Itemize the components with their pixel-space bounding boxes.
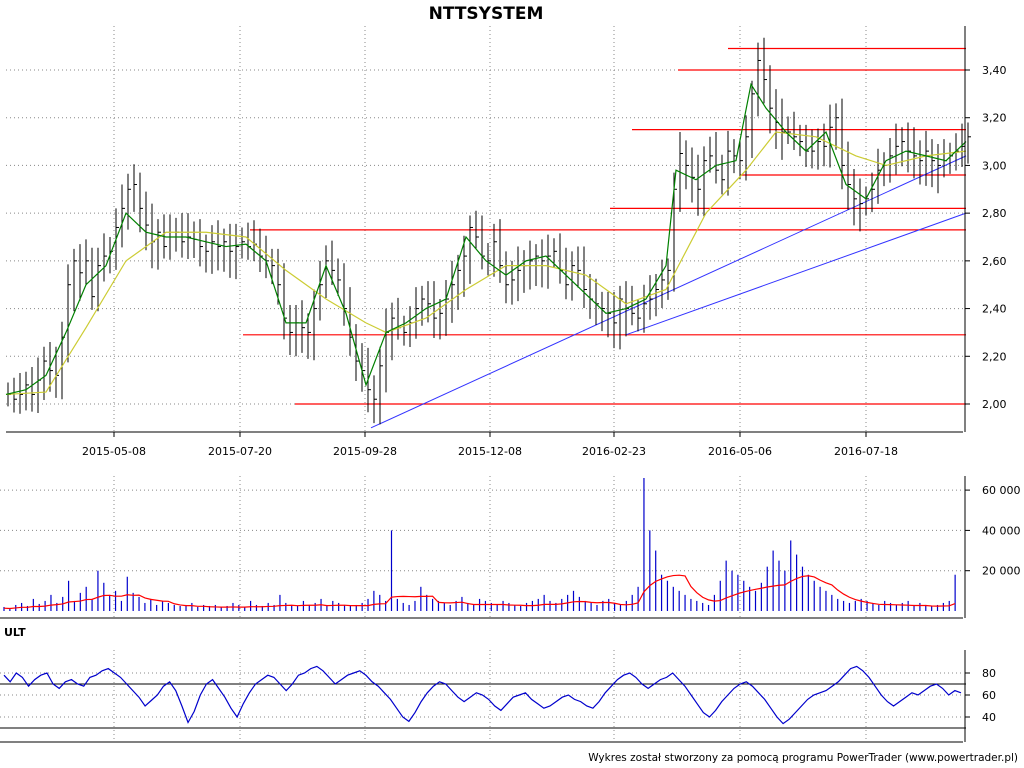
ult-y-tick-label-0: 40 xyxy=(982,711,996,724)
price-ma-long-line xyxy=(5,131,967,396)
volume-y-tick-label-1: 40 000 xyxy=(982,524,1021,537)
price-y-tick-label-4: 2,80 xyxy=(982,207,1007,220)
price-bars xyxy=(7,37,971,425)
volume-ma-line xyxy=(3,574,956,610)
volume-grid xyxy=(0,476,963,618)
chart-title: NTTSYSTEM xyxy=(429,4,544,24)
volume-bars xyxy=(3,478,956,611)
volume-y-tick-label-2: 60 000 xyxy=(982,484,1021,497)
price-levels xyxy=(243,47,966,405)
price-x-tick-label-5: 2016-05-06 xyxy=(708,445,772,458)
price-x-tick-label-2: 2015-09-28 xyxy=(333,445,397,458)
price-x-tick-label-1: 2015-07-20 xyxy=(208,445,272,458)
price-y-tick-label-2: 2,40 xyxy=(982,303,1007,316)
price-x-tick-label-6: 2016-07-18 xyxy=(834,445,898,458)
price-y-tick-label-1: 2,20 xyxy=(982,350,1007,363)
price-x-tick-label-4: 2016-02-23 xyxy=(582,445,646,458)
ult-y-tick-label-1: 60 xyxy=(982,689,996,702)
price-grid xyxy=(6,26,963,432)
price-panel: 2,00 2,20 2,40 2,60 2,80 3,00 3,20 3,40 2015-05… xyxy=(5,26,1007,458)
volume-panel: 20 000 40 000 60 000 xyxy=(0,476,1021,619)
ult-levels xyxy=(0,683,966,729)
credit-text: Wykres został stworzony za pomocą progra… xyxy=(588,752,1018,764)
ult-y-tick-label-2: 80 xyxy=(982,667,996,680)
ult-line xyxy=(3,665,962,725)
price-y-tick-label-3: 2,60 xyxy=(982,255,1007,268)
price-y-tick-label-7: 3,40 xyxy=(982,64,1007,77)
price-y-tick-label-0: 2,00 xyxy=(982,398,1007,411)
ult-panel: ULT 40 60 80 xyxy=(0,626,996,743)
price-y-tick-label-6: 3,20 xyxy=(982,112,1007,125)
volume-y-tick-label-0: 20 000 xyxy=(982,565,1021,578)
price-y-ticks: 2,00 2,20 2,40 2,60 2,80 3,00 3,20 3,40 xyxy=(965,64,1007,411)
ult-label: ULT xyxy=(4,626,26,639)
volume-y-ticks: 20 000 40 000 60 000 xyxy=(965,484,1021,578)
price-x-ticks: 2015-05-08 2015-07-20 2015-09-28 2015-12-08… xyxy=(82,432,898,458)
price-y-tick-label-5: 3,00 xyxy=(982,159,1007,172)
price-trendline-1 xyxy=(625,212,967,336)
price-x-tick-label-0: 2015-05-08 xyxy=(82,445,146,458)
price-ma-short-line xyxy=(5,82,967,396)
ult-grid xyxy=(0,650,963,742)
ult-y-ticks: 40 60 80 xyxy=(965,667,996,724)
price-x-tick-label-3: 2015-12-08 xyxy=(458,445,522,458)
